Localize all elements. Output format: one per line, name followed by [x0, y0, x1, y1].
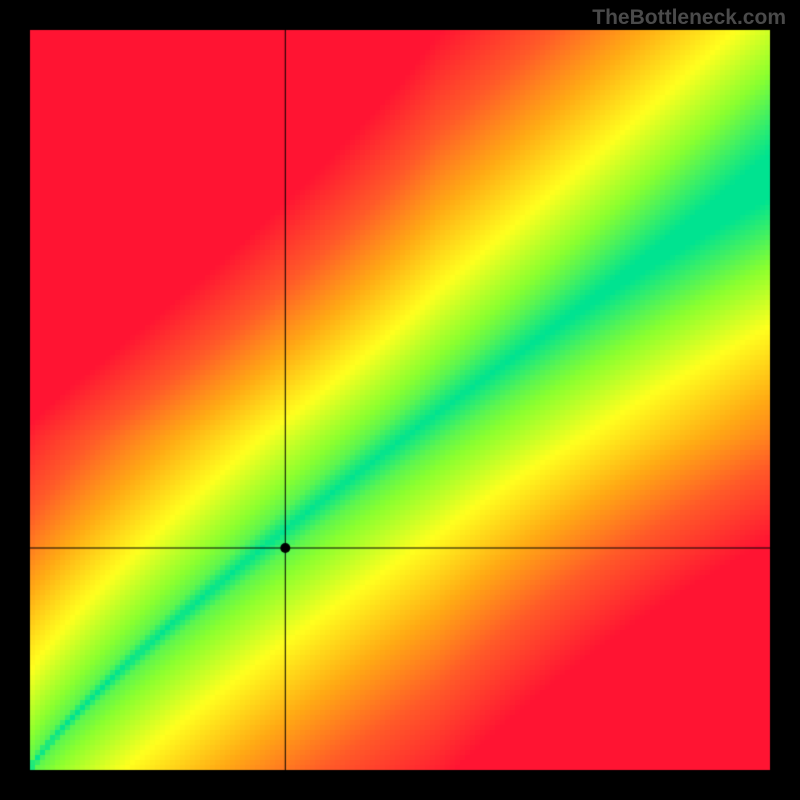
heatmap-canvas [0, 0, 800, 800]
watermark-text: TheBottleneck.com [592, 6, 786, 30]
chart-container: TheBottleneck.com [0, 0, 800, 800]
